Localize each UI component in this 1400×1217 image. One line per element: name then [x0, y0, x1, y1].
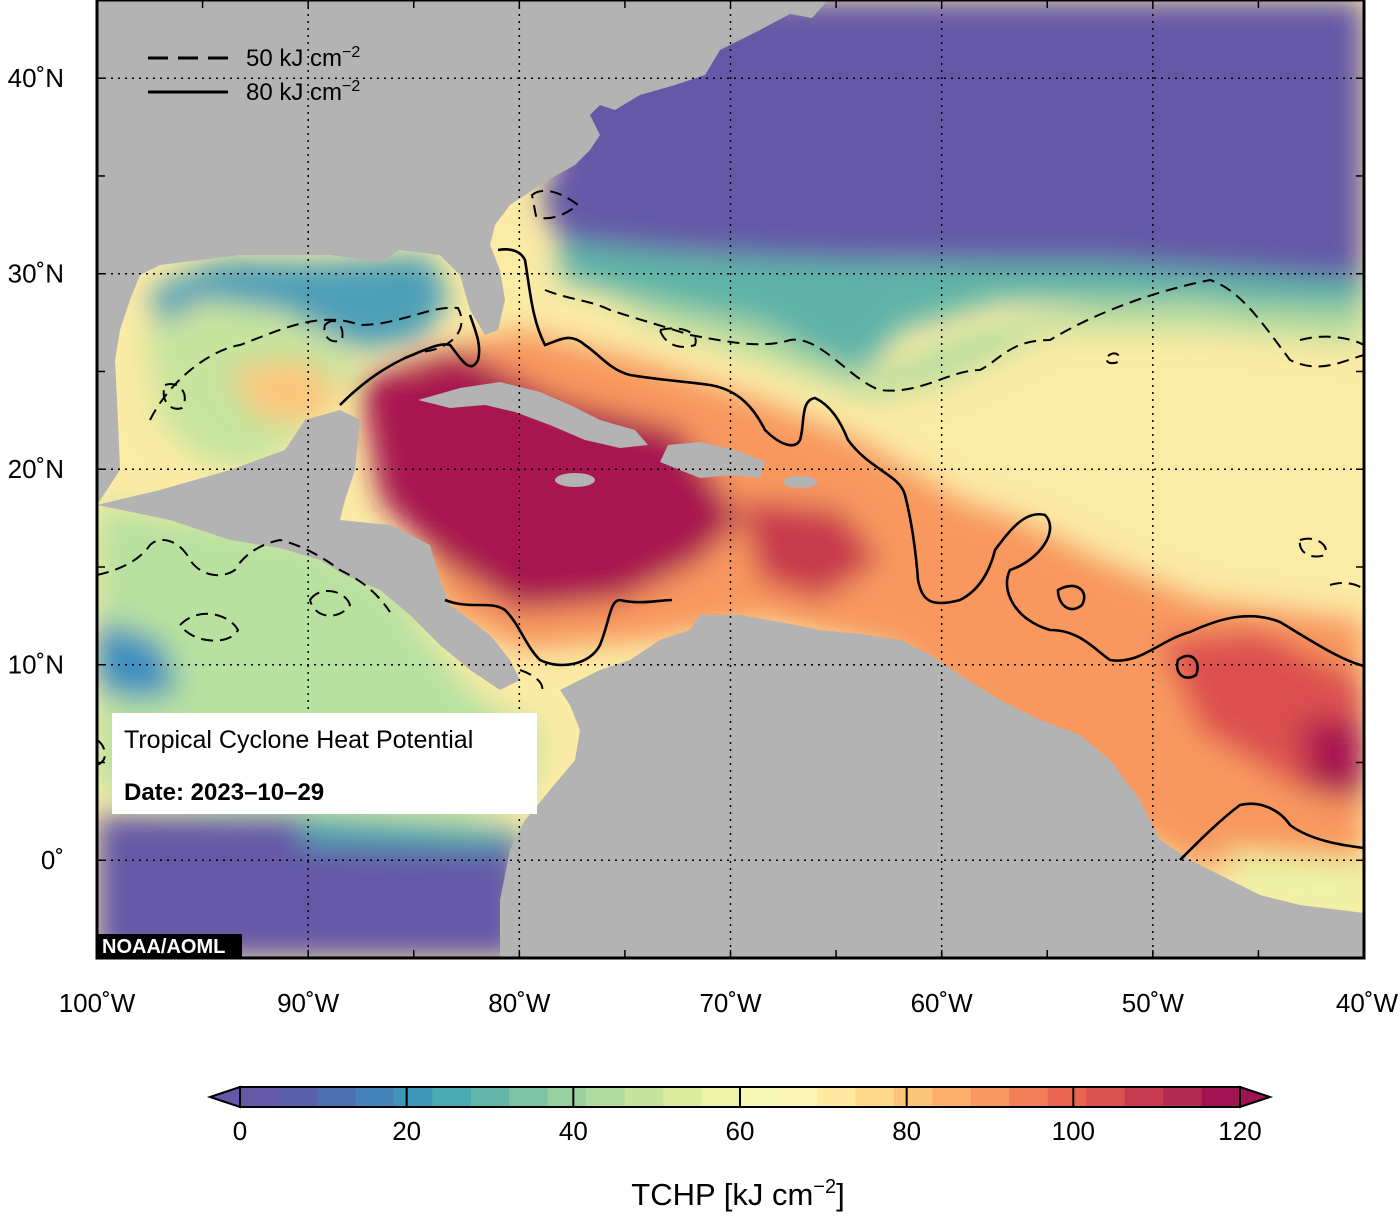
colorbar-swatch [316, 1087, 356, 1107]
credit-badge: NOAA/AOML [97, 934, 242, 958]
colorbar-swatch [278, 1087, 318, 1107]
lat-tick-label: 20˚N [8, 454, 64, 484]
lon-tick-label: 100˚W [59, 988, 136, 1018]
colorbar-swatch [1047, 1087, 1087, 1107]
colorbar-title: TCHP [kJ cm−2] [631, 1176, 844, 1212]
lat-tick-label: 40˚N [8, 63, 64, 93]
colorbar-min-arrow [206, 1085, 241, 1109]
colorbar-swatch [509, 1087, 549, 1107]
colorbar-swatch [547, 1087, 587, 1107]
land-puerto-rico [783, 476, 817, 488]
colorbar-tick-label: 100 [1052, 1116, 1095, 1146]
colorbar-swatch [240, 1087, 279, 1107]
map-title: Tropical Cyclone Heat Potential [124, 726, 473, 754]
colorbar-tick-label: 20 [392, 1116, 421, 1146]
lon-tick-label: 80˚W [488, 988, 551, 1018]
colorbar-swatch [1163, 1087, 1203, 1107]
map-panel: 50 kJ cm−2 80 kJ cm−2 Tropical Cyclone H… [97, 0, 1364, 958]
colorbar-swatch [1009, 1087, 1049, 1107]
lon-tick-label: 60˚W [911, 988, 974, 1018]
colorbar-tick-label: 80 [892, 1116, 921, 1146]
colorbar-swatch [586, 1087, 626, 1107]
tchp-field [97, 0, 1364, 958]
contour-50 [97, 189, 1364, 766]
colorbar-ticks: 0 20 40 60 80 100 120 [233, 1087, 1262, 1146]
lat-tick-label: 10˚N [8, 650, 64, 680]
lon-tick-label: 70˚W [699, 988, 762, 1018]
colorbar-swatch [624, 1087, 664, 1107]
colorbar-swatch [740, 1087, 779, 1107]
contour-80 [339, 248, 1364, 861]
colorbar-swatch [855, 1087, 895, 1107]
legend-dashed-label: 50 kJ cm−2 [246, 44, 360, 72]
legend-solid-label: 80 kJ cm−2 [246, 78, 360, 106]
land-jamaica [555, 473, 595, 487]
colorbar-tick-label: 120 [1218, 1116, 1261, 1146]
colorbar-tick-label: 60 [726, 1116, 755, 1146]
lat-tick-label: 30˚N [8, 259, 64, 289]
land-south-america [500, 615, 1364, 958]
lon-tick-label: 50˚W [1122, 988, 1185, 1018]
longitude-axis: 100˚W 90˚W 80˚W 70˚W 60˚W 50˚W 40˚W [59, 988, 1399, 1018]
land-north-america [97, 0, 828, 505]
colorbar-swatch [816, 1087, 856, 1107]
colorbar-swatch [893, 1087, 933, 1107]
contour-legend: 50 kJ cm−2 80 kJ cm−2 [148, 44, 360, 106]
map-frame [95, 0, 1366, 960]
colorbar-swatch [1201, 1087, 1241, 1107]
colorbar-swatch [970, 1087, 1010, 1107]
lat-tick-label: 0˚ [41, 845, 64, 875]
colorbar-swatch [432, 1087, 472, 1107]
info-box: Tropical Cyclone Heat Potential Date: 20… [112, 713, 537, 814]
colorbar-max-arrow [1239, 1085, 1274, 1109]
latitude-axis: 40˚N 30˚N 20˚N 10˚N 0˚ [8, 63, 64, 875]
colorbar-swatch [778, 1087, 818, 1107]
colorbar-swatch [1124, 1087, 1164, 1107]
lon-tick-label: 90˚W [277, 988, 340, 1018]
colorbar-swatch [663, 1087, 703, 1107]
land-cuba [418, 382, 648, 448]
colorbar-swatch [701, 1087, 741, 1107]
colorbar-swatch [932, 1087, 972, 1107]
credit-text: NOAA/AOML [102, 936, 225, 958]
colorbar [206, 1085, 1274, 1109]
map-date: Date: 2023–10–29 [124, 779, 324, 806]
lon-tick-label: 40˚W [1336, 988, 1399, 1018]
colorbar-tick-label: 40 [559, 1116, 588, 1146]
colorbar-swatch [470, 1087, 510, 1107]
colorbar-swatch [1086, 1087, 1126, 1107]
colorbar-swatch [355, 1087, 395, 1107]
colorbar-swatch [393, 1087, 433, 1107]
colorbar-tick-label: 0 [233, 1116, 247, 1146]
